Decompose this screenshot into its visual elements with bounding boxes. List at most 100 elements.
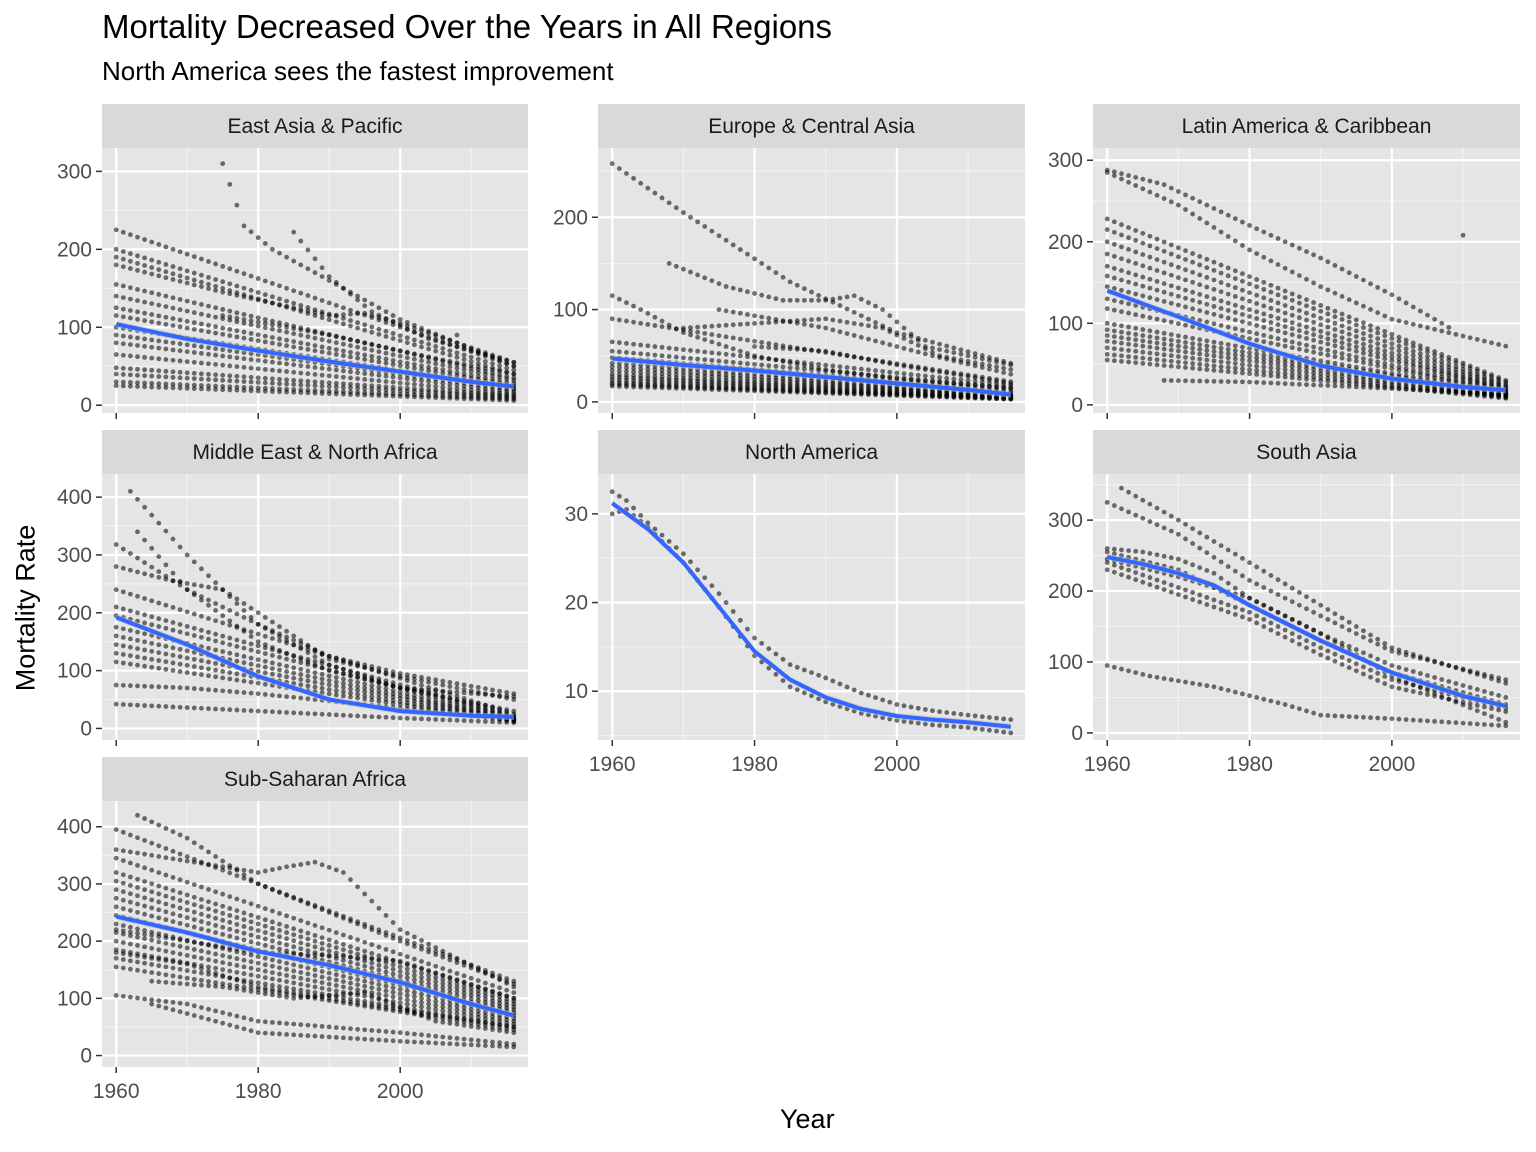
data-point bbox=[248, 912, 254, 918]
data-point bbox=[1311, 370, 1317, 376]
data-point bbox=[780, 678, 786, 683]
data-point bbox=[483, 980, 488, 986]
data-point bbox=[851, 321, 857, 326]
data-point bbox=[1218, 379, 1224, 384]
data-point bbox=[873, 338, 878, 344]
data-point bbox=[1104, 567, 1110, 573]
data-point bbox=[412, 934, 417, 940]
data-point bbox=[659, 353, 665, 359]
data-point bbox=[1296, 602, 1302, 608]
data-point bbox=[163, 528, 169, 534]
data-point bbox=[1119, 176, 1124, 182]
data-point bbox=[270, 619, 275, 625]
data-point bbox=[1325, 287, 1331, 293]
data-point bbox=[241, 615, 247, 620]
data-point bbox=[1232, 356, 1238, 362]
data-point bbox=[113, 332, 119, 338]
data-point bbox=[1268, 369, 1274, 375]
data-point bbox=[284, 656, 289, 662]
data-point bbox=[688, 325, 693, 330]
data-point bbox=[1161, 248, 1167, 254]
data-point bbox=[127, 683, 133, 689]
data-point bbox=[468, 346, 474, 352]
data-point bbox=[149, 271, 155, 277]
data-point bbox=[120, 606, 126, 612]
data-point bbox=[262, 868, 268, 874]
data-point bbox=[348, 375, 353, 381]
data-point bbox=[1147, 254, 1153, 260]
data-point bbox=[1232, 551, 1238, 557]
data-point bbox=[745, 337, 750, 343]
data-point bbox=[638, 512, 644, 518]
data-point bbox=[461, 367, 467, 373]
data-point bbox=[1325, 311, 1331, 317]
data-point bbox=[440, 678, 446, 684]
data-point bbox=[163, 885, 169, 891]
data-point bbox=[376, 314, 382, 320]
data-point bbox=[341, 658, 346, 664]
data-point bbox=[1311, 300, 1317, 305]
data-point bbox=[348, 694, 353, 700]
data-point bbox=[142, 263, 148, 268]
data-point bbox=[262, 278, 268, 284]
data-point bbox=[830, 363, 836, 369]
data-point bbox=[291, 339, 297, 344]
data-point bbox=[383, 328, 389, 334]
data-point bbox=[248, 679, 254, 685]
data-point bbox=[1318, 631, 1324, 636]
data-point bbox=[1332, 639, 1338, 645]
data-point bbox=[737, 287, 743, 293]
data-point bbox=[1296, 706, 1302, 712]
data-point bbox=[730, 322, 736, 328]
data-point bbox=[277, 890, 282, 895]
data-point bbox=[823, 325, 829, 331]
data-point bbox=[1311, 280, 1317, 286]
data-point bbox=[1240, 296, 1245, 302]
data-point bbox=[1104, 345, 1110, 351]
data-point bbox=[1154, 357, 1160, 363]
data-point bbox=[1225, 687, 1231, 693]
data-point bbox=[1211, 303, 1217, 309]
data-point bbox=[1368, 715, 1373, 721]
data-point bbox=[1218, 298, 1224, 304]
data-point bbox=[177, 579, 183, 585]
data-point bbox=[163, 651, 169, 657]
data-point bbox=[624, 300, 629, 306]
data-point bbox=[1104, 170, 1110, 175]
data-point bbox=[1133, 570, 1139, 575]
data-point bbox=[695, 386, 701, 392]
data-point bbox=[1339, 335, 1345, 341]
data-point bbox=[766, 265, 772, 271]
data-point bbox=[1275, 328, 1281, 334]
data-point bbox=[199, 344, 204, 350]
data-point bbox=[695, 272, 701, 278]
data-point bbox=[631, 505, 636, 511]
data-point bbox=[191, 270, 197, 276]
data-point bbox=[355, 946, 360, 952]
data-point bbox=[468, 384, 474, 390]
data-point bbox=[419, 328, 424, 334]
data-point bbox=[1104, 327, 1110, 333]
data-point bbox=[383, 681, 389, 687]
data-point bbox=[809, 693, 814, 699]
data-point bbox=[1133, 354, 1139, 360]
data-point bbox=[1361, 360, 1366, 366]
data-point bbox=[262, 645, 268, 651]
data-point bbox=[206, 706, 211, 712]
data-point bbox=[234, 652, 240, 658]
data-point bbox=[1183, 365, 1188, 370]
data-point bbox=[142, 596, 148, 601]
data-point bbox=[1197, 378, 1203, 384]
data-point bbox=[284, 298, 289, 304]
data-point bbox=[404, 360, 410, 366]
data-point bbox=[987, 357, 992, 363]
data-point bbox=[1240, 593, 1245, 599]
data-point bbox=[383, 947, 389, 952]
data-point bbox=[1183, 344, 1188, 350]
data-point bbox=[270, 647, 275, 653]
data-point bbox=[1218, 280, 1224, 285]
data-point bbox=[823, 675, 829, 681]
data-point bbox=[341, 305, 346, 311]
data-point bbox=[730, 387, 736, 393]
data-point bbox=[1176, 302, 1181, 308]
